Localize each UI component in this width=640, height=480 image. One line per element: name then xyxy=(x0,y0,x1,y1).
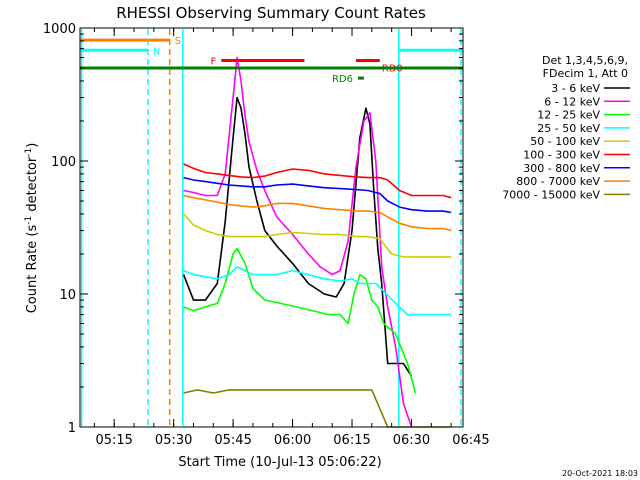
flag-label: RD6 xyxy=(332,74,353,85)
y-axis-label-exponent: -1 xyxy=(24,216,34,225)
legend-entry-label: 3 - 6 keV xyxy=(551,82,600,95)
time-markers xyxy=(80,29,462,426)
flag-bars: SNFRD0RD6 xyxy=(80,36,463,85)
y-axis-label: Count Rate (s-1 detector-1) xyxy=(24,143,40,314)
y-axis-label-part: detector xyxy=(25,156,40,216)
x-tick-label: 06:00 xyxy=(274,433,311,448)
y-tick-label: 100 xyxy=(51,155,76,170)
series-line xyxy=(183,56,413,428)
y-axis-label-exponent: -1 xyxy=(24,148,34,157)
chart-title: RHESSI Observing Summary Count Rates xyxy=(116,4,426,22)
x-tick-label: 06:30 xyxy=(393,433,430,448)
legend-header: FDecim 1, Att 0 xyxy=(543,67,628,80)
legend-entry-label: 100 - 300 keV xyxy=(523,149,600,162)
x-tick-label: 06:15 xyxy=(333,433,370,448)
flag-label: F xyxy=(210,56,216,67)
x-axis: 05:15 05:30 05:45 06:00 06:15 06:30 06:45 xyxy=(93,28,490,448)
series-lines xyxy=(182,56,452,428)
y-tick-label: 1000 xyxy=(43,22,76,37)
series-line xyxy=(182,96,413,377)
legend-entry-label: 800 - 7000 keV xyxy=(516,175,600,188)
legend-entry-label: 50 - 100 keV xyxy=(530,135,600,148)
y-axis: 1 10 100 1000 xyxy=(43,22,463,436)
x-tick-label: 05:45 xyxy=(214,433,251,448)
y-tick-label: 10 xyxy=(59,288,76,303)
y-axis-label-part: Count Rate (s xyxy=(25,225,40,314)
flag-label: N xyxy=(153,46,160,57)
legend-entry-label: 25 - 50 keV xyxy=(537,122,600,135)
y-tick-label: 1 xyxy=(68,421,76,436)
legend-entry-label: 7000 - 15000 keV xyxy=(502,188,600,201)
x-axis-label: Start Time (10-Jul-13 05:06:22) xyxy=(178,455,381,470)
series-line xyxy=(183,247,417,394)
legend-header: Det 1,3,4,5,6,9, xyxy=(542,54,628,67)
x-tick-label: 05:30 xyxy=(155,433,192,448)
series-line xyxy=(183,213,452,258)
series-line xyxy=(183,194,452,232)
legend-entry-label: 6 - 12 keV xyxy=(544,95,600,108)
x-tick-label: 06:45 xyxy=(452,433,489,448)
legend-entry-label: 12 - 25 keV xyxy=(537,109,600,122)
legend: Det 1,3,4,5,6,9,FDecim 1, Att 0 3 - 6 keV… xyxy=(502,54,630,201)
flag-label: S xyxy=(175,36,181,47)
x-tick-label: 05:15 xyxy=(95,433,132,448)
y-axis-label-part: ) xyxy=(25,143,40,148)
plot-frame xyxy=(79,27,464,428)
series-line xyxy=(183,163,452,199)
series-line xyxy=(183,266,452,316)
series-line xyxy=(183,389,452,428)
legend-entry-label: 300 - 800 keV xyxy=(523,162,600,175)
series-line xyxy=(183,176,452,214)
timestamp: 20-Oct-2021 18:03 xyxy=(562,469,638,478)
